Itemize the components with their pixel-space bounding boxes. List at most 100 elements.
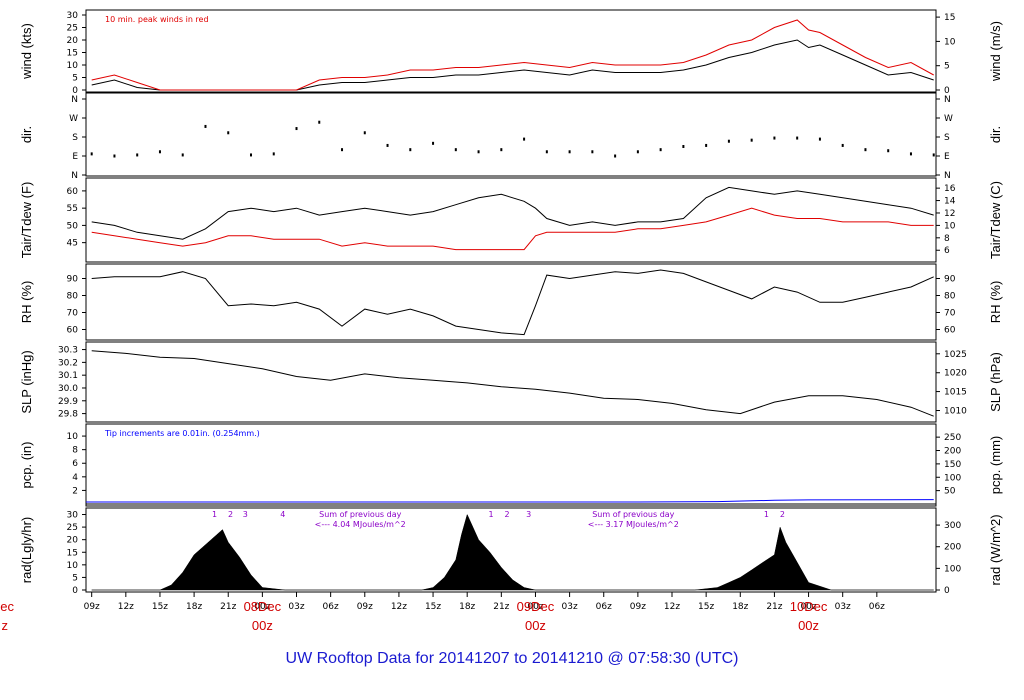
y-axis-label-left: dir. (19, 126, 34, 143)
y-tick-label-right: 250 (944, 433, 961, 443)
x-tick-label: 15z (425, 602, 441, 612)
radiation-area (91, 513, 934, 591)
series-line-2 (86, 499, 934, 503)
x-tick-label: 12z (391, 602, 407, 612)
x-tick-label: 00z (800, 602, 816, 612)
series-line-2 (91, 19, 934, 91)
y-tick-label-right: E (944, 152, 950, 162)
x-date-time: 00z (798, 618, 819, 633)
y-tick-label-left: 25 (67, 523, 78, 533)
y-axis-label-right: rad (W/m^2) (988, 514, 1003, 585)
y-tick-label-left: 55 (67, 204, 78, 214)
y-tick-label-right: 0 (944, 586, 950, 596)
data-point (659, 148, 662, 152)
y-tick-label-right: 14 (944, 197, 956, 207)
y-tick-label-left: 0 (72, 86, 78, 96)
rad-sum-line1: Sum of previous day (592, 510, 674, 519)
data-point (841, 143, 844, 147)
y-tick-label-left: 60 (67, 187, 79, 197)
series-line-1 (91, 39, 934, 91)
panel-frame (85, 423, 937, 507)
y-tick-label-left: 20 (67, 536, 79, 546)
data-point (545, 150, 548, 154)
y-tick-label-right: 300 (944, 521, 961, 531)
data-point (409, 148, 412, 152)
y-tick-label-left: 15 (67, 548, 78, 558)
x-tick-label: 03z (562, 602, 578, 612)
y-tick-label-right: 1010 (944, 407, 967, 417)
y-tick-label-left: 4 (72, 473, 78, 483)
rad-peak-number: 1 (212, 510, 217, 519)
series-line-1 (91, 269, 934, 336)
data-point (363, 131, 366, 135)
y-tick-label-left: 45 (67, 239, 78, 249)
x-tick-label: 06z (869, 602, 885, 612)
rad-peak-number: 2 (780, 510, 785, 519)
y-tick-label-right: 6 (944, 246, 950, 256)
y-tick-label-left: 50 (67, 221, 79, 231)
y-tick-label-right: W (944, 114, 953, 124)
panel-slp: 29.8 29.9 30.0 30.1 30.2 30.3 1010 1015 1020 1025… (19, 341, 1003, 423)
y-tick-label-left: 30.3 (58, 346, 78, 356)
y-tick-label-right: 200 (944, 543, 961, 553)
data-point (249, 153, 252, 157)
data-point (295, 127, 298, 131)
x-tick-label: 00z (254, 602, 270, 612)
x-tick-label: 18z (732, 602, 748, 612)
y-tick-label-left: 10 (67, 432, 79, 442)
panel-annotation: 10 min. peak winds in red (105, 15, 209, 24)
x-tick-label: 21z (766, 602, 782, 612)
data-point (204, 124, 207, 128)
y-tick-label-right: 0 (944, 86, 950, 96)
y-tick-label-right: 16 (944, 184, 956, 194)
data-point (750, 138, 753, 142)
y-tick-label-right: 1025 (944, 350, 967, 360)
rad-sum-line2: <--- 4.04 MJoules/m^2 (315, 520, 406, 529)
rad-peak-number: 2 (228, 510, 233, 519)
y-tick-label-left: 0 (72, 586, 78, 596)
y-axis-label-right: dir. (988, 126, 1003, 143)
y-tick-label-left: 25 (67, 24, 78, 34)
y-tick-label-right: 5 (944, 62, 950, 72)
x-date-label: 10Dec (790, 599, 828, 614)
y-tick-label-right: 60 (944, 326, 956, 336)
data-point (500, 148, 503, 152)
y-axis-label-left: Tair/Tdew (F) (19, 182, 34, 259)
y-tick-label-left: 5 (72, 573, 78, 583)
y-tick-label-right: 1020 (944, 369, 967, 379)
rad-sum-line2: <--- 3.17 MJoules/m^2 (588, 520, 679, 529)
panel-frame (85, 9, 937, 93)
data-point (568, 150, 571, 154)
y-tick-label-left: 2 (72, 486, 78, 496)
y-tick-label-left: 5 (72, 74, 78, 84)
y-axis-label-left: pcp. (in) (19, 442, 34, 489)
data-point (341, 148, 344, 152)
data-point (773, 136, 776, 140)
x-date-label: 08Dec (244, 599, 282, 614)
rad-peak-number: 3 (243, 510, 248, 519)
y-tick-label-right: S (944, 133, 950, 143)
data-point (136, 153, 139, 157)
data-point (227, 131, 230, 135)
y-tick-label-right: 70 (944, 309, 956, 319)
x-date-label-cut: Dec (0, 599, 14, 614)
y-tick-label-left: 80 (67, 292, 79, 302)
rad-peak-number: 3 (526, 510, 531, 519)
data-point (887, 149, 890, 153)
panel-annotation: Tip increments are 0.01in. (0.254mm.) (104, 429, 260, 438)
y-tick-label-left: 30.2 (58, 358, 78, 368)
panel-frame (85, 507, 937, 593)
y-tick-label-left: 30 (67, 11, 79, 21)
data-point (113, 154, 116, 158)
data-point (477, 150, 480, 154)
data-point (682, 145, 685, 148)
data-point (523, 137, 526, 141)
rad-peak-number: 2 (504, 510, 509, 519)
y-tick-label-right: 10 (944, 221, 956, 231)
y-tick-label-left: 30 (67, 511, 79, 521)
x-tick-label: 15z (152, 602, 168, 612)
data-point (158, 150, 161, 154)
y-tick-label-left: S (72, 133, 78, 143)
y-tick-label-left: E (72, 152, 78, 162)
